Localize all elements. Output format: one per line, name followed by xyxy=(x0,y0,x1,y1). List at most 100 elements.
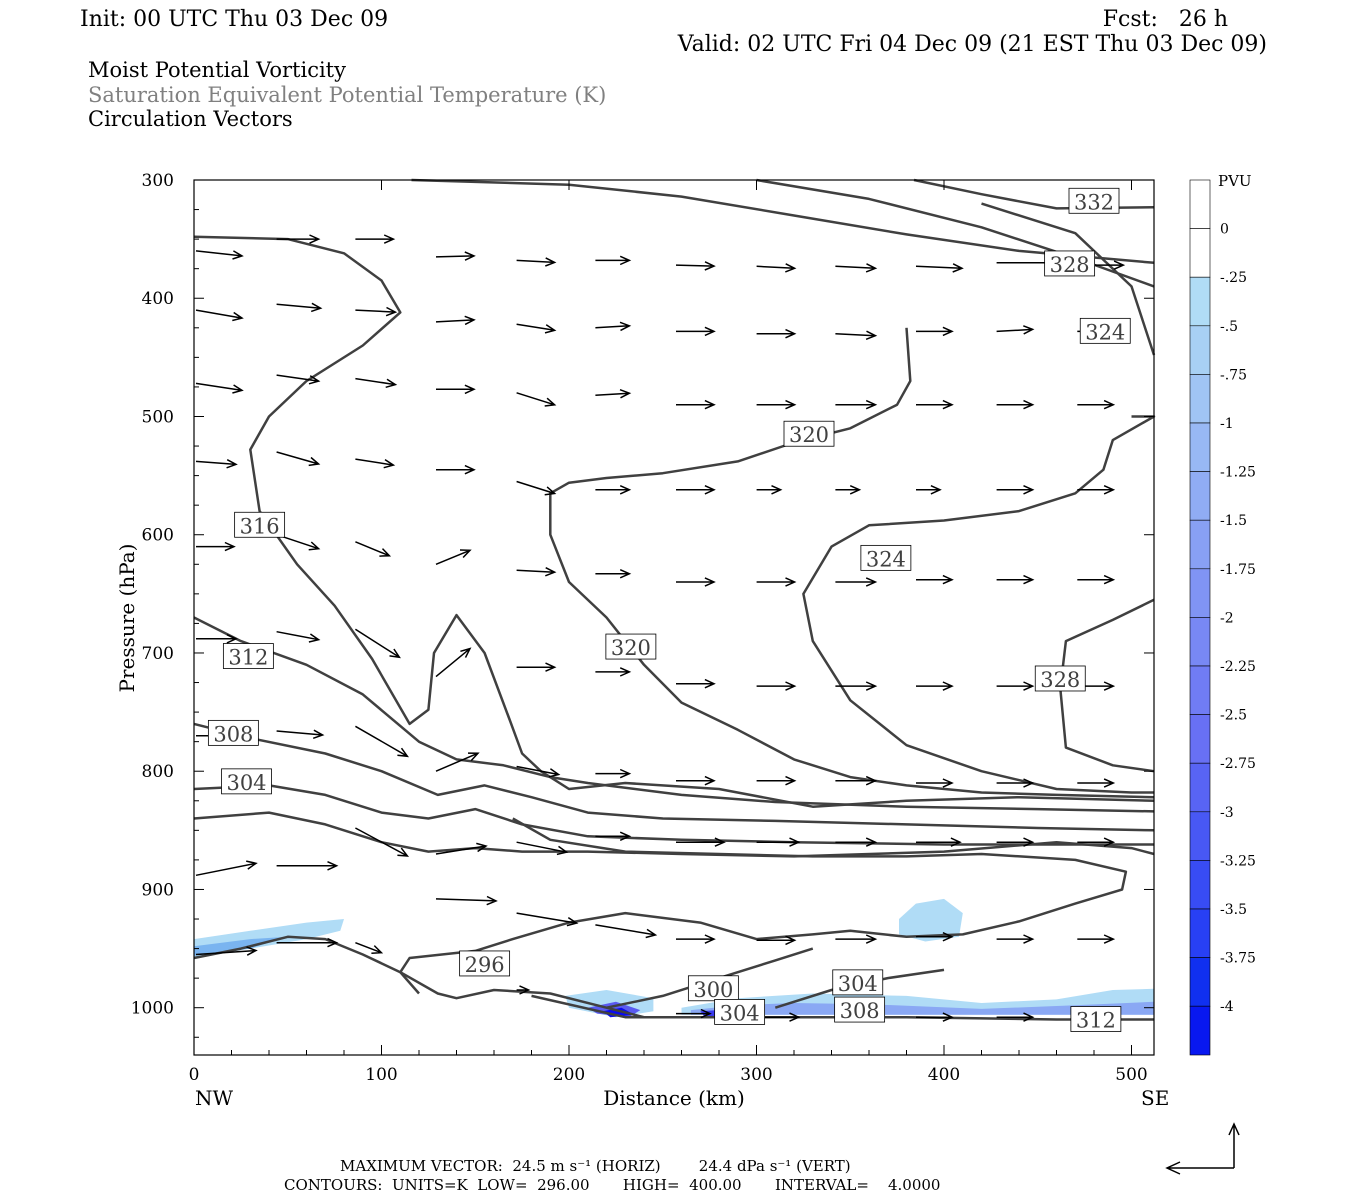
colorbar-level-label: -2 xyxy=(1220,610,1234,626)
circulation-vector xyxy=(916,326,954,337)
x-tick-label: 0 xyxy=(189,1065,200,1085)
circulation-vector xyxy=(435,315,476,326)
circulation-vector xyxy=(996,778,1035,788)
circulation-vector xyxy=(354,628,401,659)
colorbar-level-label: -2.75 xyxy=(1220,756,1256,772)
colorbar-swatch xyxy=(1189,860,1211,910)
circulation-vector xyxy=(756,935,797,946)
circulation-vector xyxy=(916,837,962,847)
circulation-vector xyxy=(595,667,632,677)
pv-colorbar: 0 -.25 -.5 -.75 -1 -1.25 -1.5 -1.75 -2 -2.25 -2.5 -… xyxy=(1189,179,1256,1056)
theta-contour-line xyxy=(193,784,1154,846)
circulation-vector xyxy=(196,634,238,644)
circulation-vector xyxy=(1077,399,1116,410)
circulation-vector xyxy=(996,485,1035,495)
circulation-vector xyxy=(435,752,480,772)
circulation-vector xyxy=(916,1012,954,1022)
circulation-vector xyxy=(835,330,878,340)
contour-label: 324 xyxy=(866,547,906,571)
circulation-vector xyxy=(595,485,632,495)
x-tick-label: 100 xyxy=(365,1065,397,1085)
circulation-vector xyxy=(916,574,954,585)
x-end-label-nw: NW xyxy=(195,1086,234,1110)
circulation-vector xyxy=(676,837,726,847)
contour-label-box xyxy=(207,719,259,746)
circulation-vector xyxy=(435,842,488,855)
circulation-vector xyxy=(756,328,797,339)
colorbar-level-label: -3.75 xyxy=(1220,951,1256,967)
y-tick-label: 500 xyxy=(142,407,174,427)
circulation-vector xyxy=(1077,934,1116,944)
plot-frame xyxy=(193,179,1155,1056)
circulation-vector xyxy=(756,263,797,273)
contour-label-box xyxy=(834,996,886,1023)
colorbar-swatch xyxy=(1189,714,1211,764)
circulation-vector xyxy=(195,946,258,956)
theta-contour-line xyxy=(193,722,1155,832)
circulation-vector xyxy=(595,321,632,332)
theta-contour-line xyxy=(756,178,1155,288)
circulation-vector xyxy=(516,912,579,927)
circulation-vector xyxy=(516,662,557,672)
contour-label-box xyxy=(687,975,739,1002)
colorbar-level-label: -1.5 xyxy=(1220,513,1247,529)
circulation-vector xyxy=(595,768,632,779)
colorbar-level-label: -2.25 xyxy=(1220,659,1256,675)
circulation-vector xyxy=(996,934,1035,944)
theta-contour-line xyxy=(193,235,1155,808)
circulation-vector xyxy=(276,374,321,385)
circulation-vector xyxy=(276,451,321,467)
circulation-vector xyxy=(435,251,476,261)
circulation-vector xyxy=(916,485,942,495)
colorbar-level-label: 0 xyxy=(1220,222,1229,238)
contour-label: 304 xyxy=(838,972,878,996)
pv-shade-region xyxy=(899,898,963,942)
theta-contours xyxy=(193,178,1156,1021)
max-vector-note: MAXIMUM VECTOR: 24.5 m s⁻¹ (HORIZ) 24.4 … xyxy=(340,1157,851,1175)
x-tick-label: 400 xyxy=(928,1065,960,1085)
colorbar-swatch xyxy=(1189,1005,1211,1056)
contour-label-box xyxy=(832,969,884,996)
axes: 0 100 200 300 400 500 300 400 500 600 700 800 900 100… xyxy=(131,171,1154,1085)
circulation-vectors xyxy=(195,234,1126,1022)
colorbar-level-label: -1.25 xyxy=(1220,465,1256,481)
circulation-vector xyxy=(516,392,557,407)
y-tick-label: 600 xyxy=(142,526,174,546)
circulation-vector xyxy=(516,765,561,778)
circulation-vector xyxy=(355,234,396,244)
colorbar-level-label: -.25 xyxy=(1220,270,1247,286)
circulation-vector xyxy=(516,257,557,267)
circulation-vector xyxy=(355,541,392,557)
circulation-vector xyxy=(835,775,878,786)
circulation-vector xyxy=(916,681,954,691)
y-tick-label: 300 xyxy=(142,171,174,191)
colorbar-swatch xyxy=(1189,665,1211,715)
contour-label-box xyxy=(234,511,286,538)
theta-contour-line xyxy=(981,202,1156,356)
circulation-vector xyxy=(996,399,1035,410)
reference-vector-icon xyxy=(1165,1122,1240,1175)
circulation-vector xyxy=(276,630,321,643)
colorbar-level-label: -1.75 xyxy=(1220,562,1256,578)
circulation-vector xyxy=(195,309,244,322)
circulation-vector xyxy=(436,464,476,475)
contour-label-box xyxy=(714,999,766,1025)
colorbar-level-label: -3 xyxy=(1220,805,1234,821)
colorbar-level-label: -4 xyxy=(1220,999,1234,1015)
circulation-vector xyxy=(276,302,323,313)
x-tick-label: 300 xyxy=(740,1065,772,1085)
contour-label: 324 xyxy=(1085,320,1125,344)
colorbar-swatch xyxy=(1189,325,1211,375)
circulation-vector xyxy=(276,729,325,740)
theta-contour-line xyxy=(411,178,1155,265)
circulation-vector xyxy=(595,924,658,939)
circulation-vector xyxy=(1077,574,1116,585)
circulation-vector xyxy=(1077,485,1116,495)
circulation-vector xyxy=(835,577,878,587)
circulation-vector xyxy=(996,325,1035,335)
contour-label: 328 xyxy=(1040,668,1080,692)
colorbar-level-label: -3.25 xyxy=(1220,853,1256,869)
contour-label: 304 xyxy=(226,771,266,795)
circulation-vector xyxy=(676,678,716,689)
